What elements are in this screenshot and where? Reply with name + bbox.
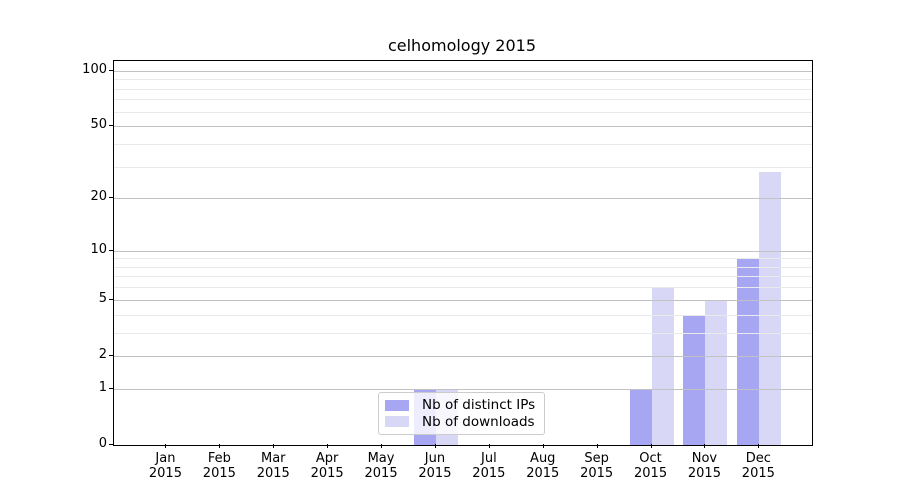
bar-downloads-dec	[759, 172, 782, 445]
gridline-minor-8	[114, 266, 812, 268]
x-axis-label-jun: Jun 2015	[418, 451, 452, 481]
gridline-minor-40	[114, 143, 812, 145]
x-tick-mark-jul	[488, 444, 490, 448]
y-tick-mark-20	[109, 197, 113, 199]
x-axis-label-nov: Nov 2015	[687, 451, 721, 481]
gridline-major-2	[114, 355, 812, 357]
x-axis-label-apr: Apr 2015	[310, 451, 344, 481]
y-axis-label-5: 5	[98, 290, 107, 306]
gridline-major-10	[114, 250, 812, 252]
x-tick-mark-aug	[542, 444, 544, 448]
x-tick-mark-may	[381, 444, 383, 448]
x-axis-label-jan: Jan 2015	[148, 451, 182, 481]
bar-distinct-ips-nov	[683, 314, 706, 445]
gridline-minor-6	[114, 287, 812, 289]
gridline-minor-70	[114, 99, 812, 101]
y-tick-mark-1	[109, 387, 113, 389]
legend-swatch-downloads	[385, 416, 409, 428]
gridline-minor-30	[114, 166, 812, 168]
x-axis-label-aug: Aug 2015	[526, 451, 560, 481]
legend-label-distinct-ips: Nb of distinct IPs	[422, 397, 536, 414]
x-tick-mark-nov	[704, 444, 706, 448]
gridline-major-20	[114, 198, 812, 200]
x-tick-mark-mar	[273, 444, 275, 448]
x-tick-mark-dec	[758, 444, 760, 448]
y-axis-label-0: 0	[98, 436, 107, 451]
gridline-major-5	[114, 299, 812, 301]
y-axis-label-100: 100	[82, 61, 107, 77]
x-tick-mark-jan	[165, 444, 167, 448]
x-tick-mark-apr	[327, 444, 329, 448]
y-tick-mark-10	[109, 249, 113, 251]
x-axis-label-oct: Oct 2015	[634, 451, 668, 481]
x-tick-mark-sep	[596, 444, 598, 448]
y-axis-label-1: 1	[98, 379, 107, 395]
chart-title: celhomology 2015	[387, 36, 537, 55]
gridline-minor-60	[114, 111, 812, 113]
gridline-minor-9	[114, 258, 812, 260]
legend-swatch-distinct-ips	[385, 399, 409, 411]
y-tick-mark-100	[109, 69, 113, 71]
y-axis-label-10: 10	[90, 241, 107, 257]
y-axis-label-20: 20	[90, 189, 107, 205]
y-tick-mark-50	[109, 125, 113, 127]
legend: Nb of distinct IPs Nb of downloads	[378, 392, 545, 435]
gridline-minor-4	[114, 314, 812, 316]
bar-distinct-ips-oct	[629, 388, 652, 445]
x-tick-mark-oct	[650, 444, 652, 448]
y-tick-mark-0	[109, 444, 113, 445]
legend-entry-downloads: Nb of downloads	[385, 414, 538, 430]
gridline-minor-90	[114, 79, 812, 81]
x-axis-label-may: May 2015	[364, 451, 398, 481]
gridline-minor-3	[114, 332, 812, 334]
x-axis-label-sep: Sep 2015	[580, 451, 614, 481]
y-tick-mark-5	[109, 298, 113, 300]
gridline-major-50	[114, 126, 812, 128]
legend-label-downloads: Nb of downloads	[422, 413, 535, 430]
x-axis-label-dec: Dec 2015	[741, 451, 775, 481]
plot-area	[113, 60, 813, 446]
x-tick-mark-feb	[219, 444, 221, 448]
x-axis-label-mar: Mar 2015	[256, 451, 290, 481]
x-tick-mark-jun	[434, 444, 436, 448]
gridline-major-1	[114, 388, 812, 390]
y-tick-mark-2	[109, 354, 113, 356]
y-axis-label-2: 2	[98, 346, 107, 362]
gridline-minor-80	[114, 88, 812, 90]
legend-entry-distinct-ips: Nb of distinct IPs	[385, 397, 538, 413]
gridline-major-100	[114, 70, 812, 72]
bar-downloads-oct	[651, 287, 674, 445]
gridline-minor-7	[114, 276, 812, 278]
x-axis-label-jul: Jul 2015	[472, 451, 506, 481]
bar-downloads-nov	[705, 299, 728, 445]
bar-distinct-ips-dec	[737, 258, 760, 445]
x-axis-label-feb: Feb 2015	[202, 451, 236, 481]
y-axis-label-50: 50	[90, 117, 107, 133]
